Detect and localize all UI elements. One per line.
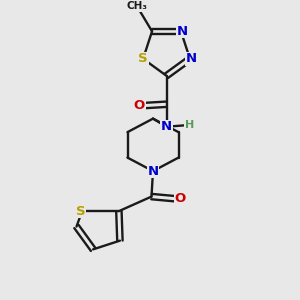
Text: S: S bbox=[138, 52, 148, 65]
Text: S: S bbox=[76, 205, 86, 218]
Text: H: H bbox=[185, 120, 194, 130]
Text: N: N bbox=[186, 52, 197, 65]
Text: N: N bbox=[177, 25, 188, 38]
Text: O: O bbox=[134, 99, 145, 112]
Text: CH₃: CH₃ bbox=[127, 2, 148, 11]
Text: O: O bbox=[175, 193, 186, 206]
Text: N: N bbox=[161, 120, 172, 133]
Text: N: N bbox=[147, 165, 159, 178]
